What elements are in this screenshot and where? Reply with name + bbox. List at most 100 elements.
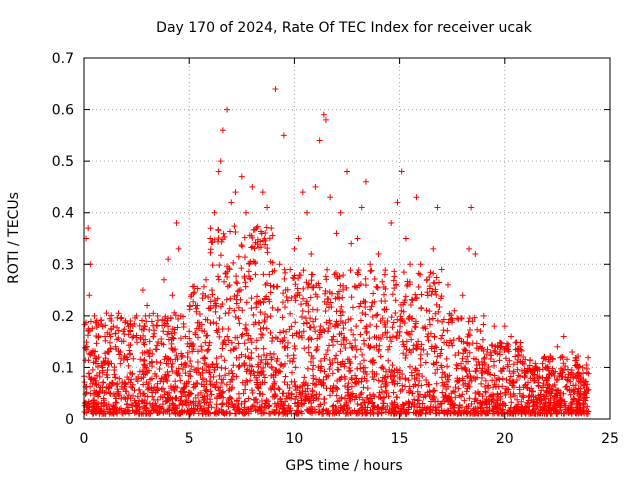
background-point: [216, 333, 223, 340]
background-point: [115, 310, 122, 317]
background-point: [332, 322, 339, 329]
background-point: [245, 354, 252, 361]
background-point: [480, 321, 487, 328]
background-point: [150, 310, 157, 317]
background-point: [499, 383, 506, 390]
background-point: [414, 397, 421, 404]
background-point: [279, 299, 286, 306]
background-point: [384, 373, 391, 380]
background-point: [201, 354, 208, 361]
background-point: [383, 382, 390, 389]
background-point: [322, 307, 329, 314]
background-point: [380, 374, 387, 381]
background-point: [228, 401, 235, 408]
background-point: [250, 321, 257, 328]
background-point: [348, 383, 355, 390]
background-point: [570, 382, 577, 389]
background-point: [534, 410, 541, 417]
background-point: [375, 410, 382, 417]
background-point: [339, 358, 346, 365]
background-point: [439, 318, 446, 325]
background-point: [417, 355, 424, 362]
background-point: [345, 404, 352, 411]
background-point: [561, 400, 568, 407]
background-point: [337, 307, 344, 314]
background-point: [393, 281, 400, 288]
background-point: [327, 320, 334, 327]
background-point: [577, 385, 584, 392]
background-point: [262, 241, 269, 248]
background-point: [261, 296, 268, 303]
background-point: [389, 291, 396, 298]
background-point: [140, 381, 147, 388]
background-point: [374, 284, 381, 291]
background-point: [452, 352, 459, 359]
background-point: [314, 343, 321, 350]
background-point: [375, 377, 382, 384]
background-point: [374, 311, 381, 318]
background-point: [297, 301, 304, 308]
background-point: [496, 376, 503, 383]
background-point: [510, 379, 517, 386]
background-point: [204, 395, 211, 402]
background-point: [244, 346, 251, 353]
background-point: [228, 339, 235, 346]
background-point: [286, 326, 293, 333]
background-point: [289, 358, 296, 365]
background-point: [248, 349, 255, 356]
data-point: [480, 312, 487, 319]
background-point: [172, 378, 179, 385]
background-point: [241, 340, 248, 347]
background-point: [182, 383, 189, 390]
background-point: [341, 395, 348, 402]
background-point: [194, 365, 201, 372]
background-point: [302, 315, 309, 322]
background-point: [252, 271, 259, 278]
background-point: [305, 308, 312, 315]
background-point: [230, 362, 237, 369]
background-point: [139, 349, 146, 356]
background-point: [391, 410, 398, 417]
background-point: [312, 328, 319, 335]
background-point: [238, 265, 245, 272]
background-point: [137, 356, 144, 363]
data-point: [560, 333, 567, 340]
background-point: [183, 380, 190, 387]
background-point: [415, 370, 422, 377]
background-point: [271, 400, 278, 407]
background-point: [342, 345, 349, 352]
background-point: [195, 398, 202, 405]
background-point: [469, 318, 476, 325]
background-point: [535, 382, 542, 389]
background-point: [379, 278, 386, 285]
background-point: [309, 366, 316, 373]
background-point: [345, 316, 352, 323]
background-point: [307, 324, 314, 331]
background-point: [426, 308, 433, 315]
background-point: [348, 344, 355, 351]
background-point: [337, 375, 344, 382]
background-point: [241, 234, 248, 241]
background-point: [294, 402, 301, 409]
background-point: [439, 332, 446, 339]
background-point: [114, 390, 121, 397]
background-point: [576, 390, 583, 397]
background-point: [402, 293, 409, 300]
background-point: [191, 406, 198, 413]
data-point: [207, 235, 214, 242]
background-point: [316, 331, 323, 338]
background-point: [402, 376, 409, 383]
background-point: [192, 394, 199, 401]
background-point: [384, 346, 391, 353]
background-point: [391, 381, 398, 388]
data-point: [91, 312, 98, 319]
background-point: [260, 351, 267, 358]
background-point: [406, 383, 413, 390]
data-point: [375, 250, 382, 257]
background-point: [226, 395, 233, 402]
background-point: [104, 366, 111, 373]
background-point: [304, 365, 311, 372]
background-point: [373, 334, 380, 341]
background-point: [250, 368, 257, 375]
background-point: [403, 352, 410, 359]
